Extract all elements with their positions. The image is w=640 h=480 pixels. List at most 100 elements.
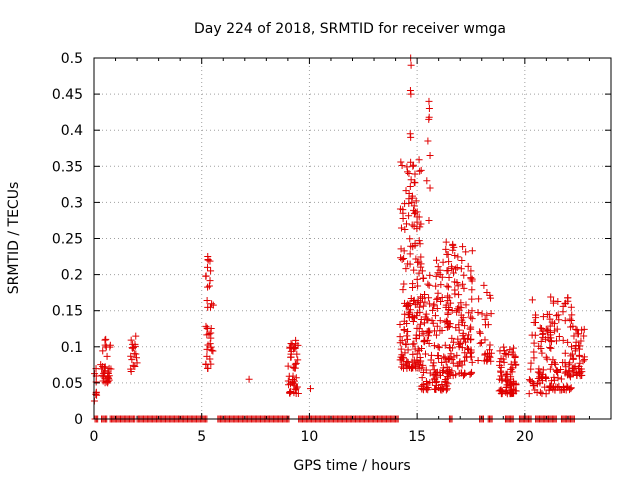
data-point bbox=[441, 341, 449, 349]
data-point bbox=[445, 294, 453, 302]
data-point bbox=[406, 250, 414, 258]
data-point bbox=[401, 310, 409, 318]
data-point bbox=[546, 331, 554, 339]
data-point bbox=[462, 248, 470, 256]
y-tick-label: 0.15 bbox=[52, 304, 83, 320]
data-point bbox=[409, 350, 417, 358]
data-point bbox=[407, 176, 415, 184]
data-point bbox=[434, 352, 442, 360]
data-point bbox=[420, 319, 428, 327]
data-point bbox=[203, 345, 211, 353]
data-point bbox=[412, 197, 420, 205]
data-point bbox=[466, 325, 474, 333]
data-point bbox=[455, 291, 463, 299]
data-point bbox=[404, 358, 412, 366]
data-point bbox=[507, 390, 515, 398]
data-point bbox=[292, 385, 300, 393]
data-point bbox=[403, 358, 411, 366]
data-point bbox=[543, 355, 551, 363]
data-point bbox=[487, 357, 495, 365]
data-point bbox=[452, 324, 460, 332]
data-point bbox=[425, 281, 433, 289]
data-point bbox=[551, 359, 559, 367]
data-point bbox=[402, 220, 410, 228]
data-point bbox=[409, 317, 417, 325]
data-point bbox=[440, 353, 448, 361]
data-point bbox=[534, 374, 542, 382]
data-point bbox=[569, 322, 577, 330]
data-point bbox=[409, 340, 417, 348]
data-point bbox=[425, 105, 433, 113]
data-point bbox=[444, 355, 452, 363]
data-point bbox=[104, 379, 112, 387]
data-point bbox=[401, 200, 409, 208]
data-point bbox=[496, 386, 504, 394]
data-point bbox=[206, 257, 214, 265]
data-point bbox=[542, 353, 550, 361]
data-point bbox=[476, 328, 484, 336]
data-point bbox=[397, 158, 405, 166]
data-point bbox=[400, 317, 408, 325]
data-point bbox=[104, 372, 112, 380]
data-point bbox=[407, 158, 415, 166]
data-point bbox=[203, 352, 211, 360]
data-point bbox=[486, 341, 494, 349]
data-point bbox=[467, 323, 475, 331]
data-point bbox=[133, 359, 141, 367]
data-point bbox=[539, 313, 547, 321]
data-point bbox=[549, 299, 557, 307]
data-point bbox=[209, 347, 217, 355]
data-point bbox=[572, 368, 580, 376]
data-point bbox=[503, 370, 511, 378]
data-point bbox=[498, 387, 506, 395]
data-point bbox=[203, 331, 211, 339]
data-point bbox=[207, 324, 215, 332]
data-point bbox=[432, 331, 440, 339]
data-point bbox=[445, 274, 453, 282]
data-point bbox=[546, 322, 554, 330]
data-point bbox=[567, 384, 575, 392]
data-point bbox=[460, 284, 468, 292]
data-point bbox=[467, 369, 475, 377]
data-point bbox=[445, 258, 453, 266]
data-point bbox=[464, 262, 472, 270]
data-point bbox=[557, 375, 565, 383]
data-point bbox=[204, 256, 212, 264]
data-point bbox=[131, 363, 139, 371]
data-point bbox=[461, 357, 469, 365]
data-point bbox=[455, 321, 463, 329]
data-point bbox=[423, 177, 431, 185]
data-point bbox=[444, 323, 452, 331]
data-point bbox=[447, 299, 455, 307]
data-point bbox=[433, 305, 441, 313]
data-point bbox=[532, 311, 540, 319]
data-point bbox=[546, 365, 554, 373]
data-point bbox=[294, 390, 302, 398]
data-point bbox=[467, 313, 475, 321]
data-point bbox=[500, 347, 508, 355]
data-point bbox=[416, 167, 424, 175]
data-point bbox=[542, 375, 550, 383]
data-point bbox=[433, 368, 441, 376]
data-point bbox=[571, 364, 579, 372]
data-point bbox=[580, 356, 588, 364]
data-point bbox=[399, 354, 407, 362]
data-point bbox=[444, 266, 452, 274]
data-point bbox=[468, 286, 476, 294]
data-point bbox=[306, 385, 314, 393]
data-point bbox=[530, 354, 538, 362]
data-point bbox=[438, 358, 446, 366]
data-point bbox=[543, 311, 551, 319]
data-point bbox=[416, 308, 424, 316]
data-point bbox=[565, 368, 573, 376]
data-point bbox=[127, 352, 135, 360]
data-point bbox=[405, 314, 413, 322]
data-point bbox=[418, 374, 426, 382]
data-point bbox=[433, 256, 441, 264]
data-point bbox=[428, 317, 436, 325]
data-point bbox=[103, 352, 111, 360]
data-point bbox=[509, 344, 517, 352]
data-point bbox=[101, 336, 109, 344]
data-point bbox=[415, 325, 423, 333]
data-point bbox=[466, 349, 474, 357]
